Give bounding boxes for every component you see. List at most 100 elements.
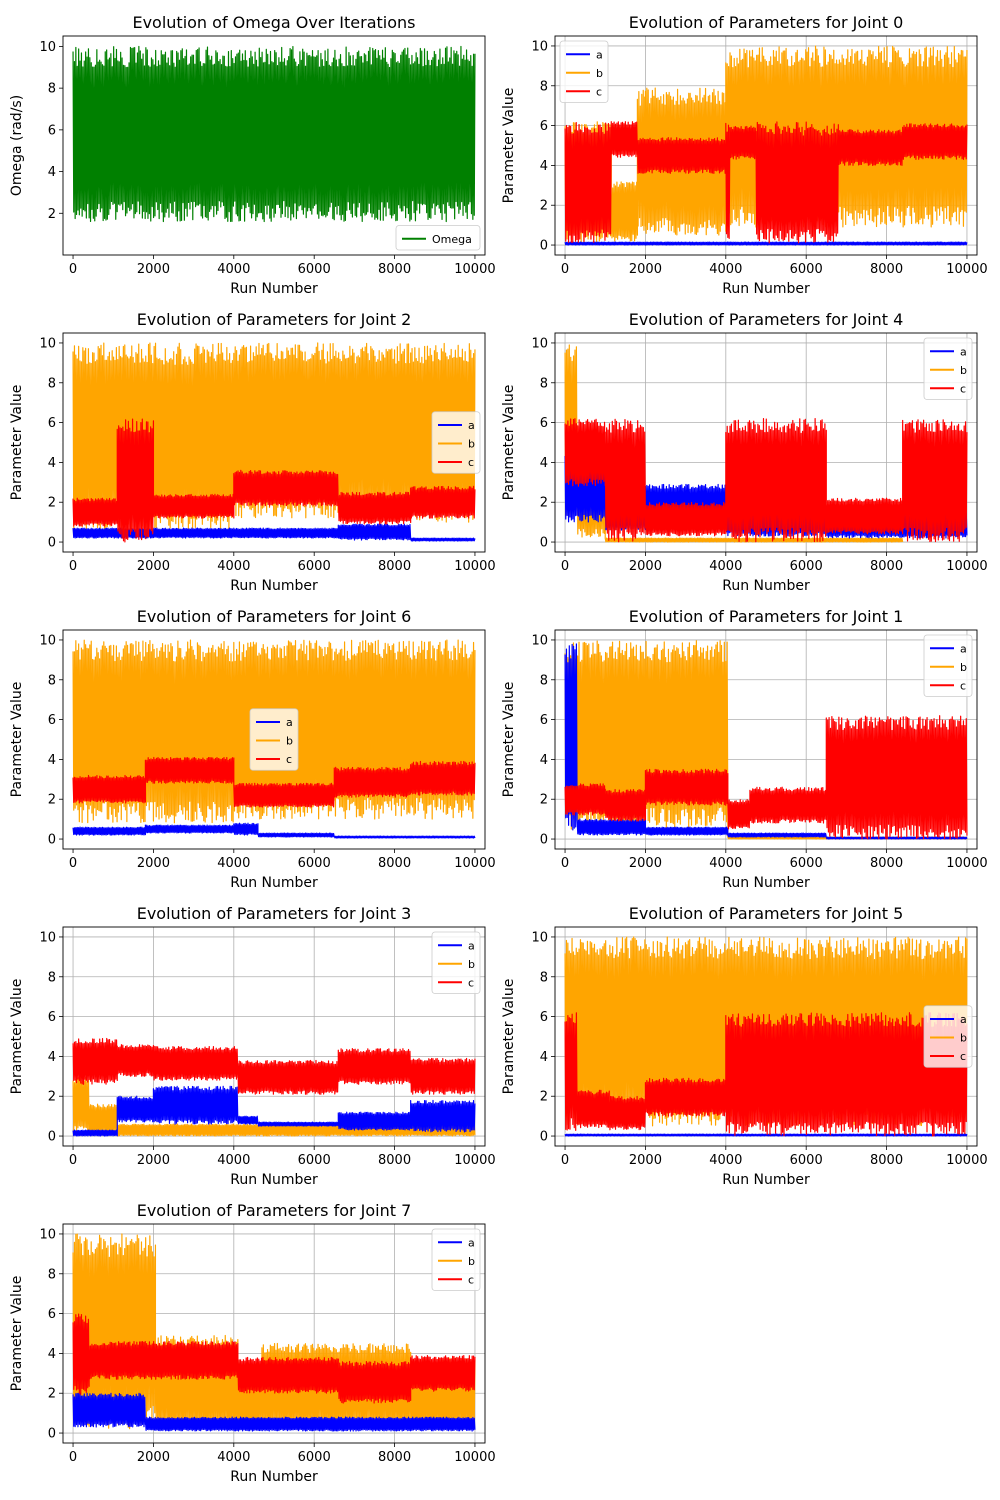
chart-title: Evolution of Parameters for Joint 6 (137, 607, 412, 626)
series-line-c (564, 715, 968, 840)
y-tick-label: 0 (48, 1130, 56, 1145)
y-tick-label: 8 (540, 970, 548, 985)
x-tick-label: 8000 (870, 559, 903, 574)
legend-label-c: c (468, 976, 474, 989)
panel-joint-5: 0 2000 4000 6000 8000 10000 0 2 4 6 8 10 Evolution o… (501, 904, 988, 1188)
y-tick-label: 10 (39, 1227, 56, 1242)
y-tick-label: 4 (48, 753, 56, 768)
panel-joint-4: 0 2000 4000 6000 8000 10000 0 2 4 6 8 10 Evolution o… (501, 310, 988, 594)
x-tick-label: 2000 (137, 262, 170, 277)
axes-frame (62, 35, 486, 256)
series-line-c (72, 756, 476, 808)
y-tick-label: 0 (48, 833, 56, 848)
panel-joint-3: 0 2000 4000 6000 8000 10000 0 2 4 6 8 10 Evolution o… (9, 904, 496, 1188)
series-group (72, 1037, 476, 1137)
y-tick-label: 10 (39, 40, 56, 55)
x-tick-label: 8000 (378, 1450, 411, 1465)
legend-label-a: a (468, 1236, 475, 1249)
ticks: 0 2000 4000 6000 8000 10000 0 2 4 6 8 10 (531, 336, 987, 574)
legend-label-a: a (596, 48, 603, 61)
legend-label-a: a (468, 939, 475, 952)
series-line-a (72, 1085, 476, 1137)
x-tick-label: 4000 (217, 559, 250, 574)
panel-joint-7: 0 2000 4000 6000 8000 10000 0 2 4 6 8 10 Evolution o… (9, 1201, 496, 1485)
y-axis-label: Parameter Value (501, 385, 517, 501)
legend: abc (923, 337, 973, 400)
y-tick-label: 8 (48, 673, 56, 688)
y-tick-label: 10 (531, 39, 548, 54)
x-tick-label: 0 (69, 856, 77, 871)
legend: abc (559, 40, 609, 103)
x-axis-label: Run Number (230, 875, 318, 891)
x-tick-label: 8000 (378, 1153, 411, 1168)
axes-frame (554, 926, 978, 1147)
series-line-a (564, 1133, 968, 1137)
y-axis-label: Parameter Value (501, 682, 517, 798)
y-axis-label: Parameter Value (9, 1276, 25, 1392)
x-axis-label: Run Number (722, 875, 810, 891)
y-tick-label: 6 (48, 123, 56, 138)
x-tick-label: 6000 (790, 262, 823, 277)
legend-label-b: b (468, 958, 475, 971)
y-tick-label: 2 (48, 496, 56, 511)
x-tick-label: 2000 (629, 559, 662, 574)
x-tick-label: 8000 (378, 856, 411, 871)
y-tick-label: 8 (540, 376, 548, 391)
x-tick-label: 6000 (298, 1450, 331, 1465)
axes-frame (62, 332, 486, 553)
y-axis-label: Parameter Value (9, 979, 25, 1095)
x-tick-label: 2000 (137, 559, 170, 574)
x-tick-label: 10000 (946, 559, 987, 574)
y-tick-label: 2 (48, 1387, 56, 1402)
x-axis-label: Run Number (722, 1172, 810, 1188)
y-tick-label: 4 (540, 753, 548, 768)
x-tick-label: 6000 (790, 856, 823, 871)
chart-title: Evolution of Parameters for Joint 2 (137, 310, 412, 329)
legend-label-c: c (468, 456, 474, 469)
x-axis-label: Run Number (230, 281, 318, 297)
y-tick-label: 4 (48, 1050, 56, 1065)
series-line-c (72, 1313, 476, 1404)
legend-label-c: c (960, 382, 966, 395)
legend-label-c: c (286, 753, 292, 766)
x-tick-label: 6000 (298, 856, 331, 871)
y-tick-label: 10 (531, 930, 548, 945)
series-line-a (564, 241, 968, 246)
x-tick-label: 4000 (217, 856, 250, 871)
y-tick-label: 2 (48, 1090, 56, 1105)
panel-joint-0: 0 2000 4000 6000 8000 10000 0 2 4 6 8 10 Evolution o… (501, 13, 988, 297)
x-tick-label: 4000 (217, 1450, 250, 1465)
legend-label-b: b (596, 67, 603, 80)
y-tick-label: 8 (48, 1267, 56, 1282)
legend-label-a: a (960, 1013, 967, 1026)
y-axis-label: Omega (rad/s) (9, 95, 25, 196)
legend: Omega (395, 225, 481, 251)
chart-title: Evolution of Parameters for Joint 4 (629, 310, 904, 329)
y-tick-label: 6 (48, 713, 56, 728)
y-tick-label: 6 (540, 713, 548, 728)
x-tick-label: 0 (69, 1450, 77, 1465)
y-axis-label: Parameter Value (501, 979, 517, 1095)
ticks: 0 2000 4000 6000 8000 10000 0 2 4 6 8 10 (39, 1227, 495, 1465)
series-group (564, 640, 968, 840)
x-axis-label: Run Number (230, 1172, 318, 1188)
series-line-Omega (72, 45, 476, 223)
y-tick-label: 2 (540, 1090, 548, 1105)
legend-label-c: c (960, 1050, 966, 1063)
y-tick-label: 0 (48, 536, 56, 551)
series-line-a (72, 822, 476, 839)
y-axis-label: Parameter Value (9, 385, 25, 501)
y-tick-label: 8 (540, 673, 548, 688)
legend-label-b: b (960, 364, 967, 377)
legend-label-Omega: Omega (432, 233, 472, 246)
x-tick-label: 4000 (709, 856, 742, 871)
legend: abc (249, 708, 299, 771)
y-tick-label: 8 (48, 970, 56, 985)
x-tick-label: 10000 (946, 262, 987, 277)
y-tick-label: 4 (540, 1050, 548, 1065)
legend: abc (431, 931, 481, 994)
x-tick-label: 4000 (217, 1153, 250, 1168)
y-axis-label: Parameter Value (501, 88, 517, 204)
panel-joint-2: 0 2000 4000 6000 8000 10000 0 2 4 6 8 10 Evolution o… (9, 310, 496, 594)
